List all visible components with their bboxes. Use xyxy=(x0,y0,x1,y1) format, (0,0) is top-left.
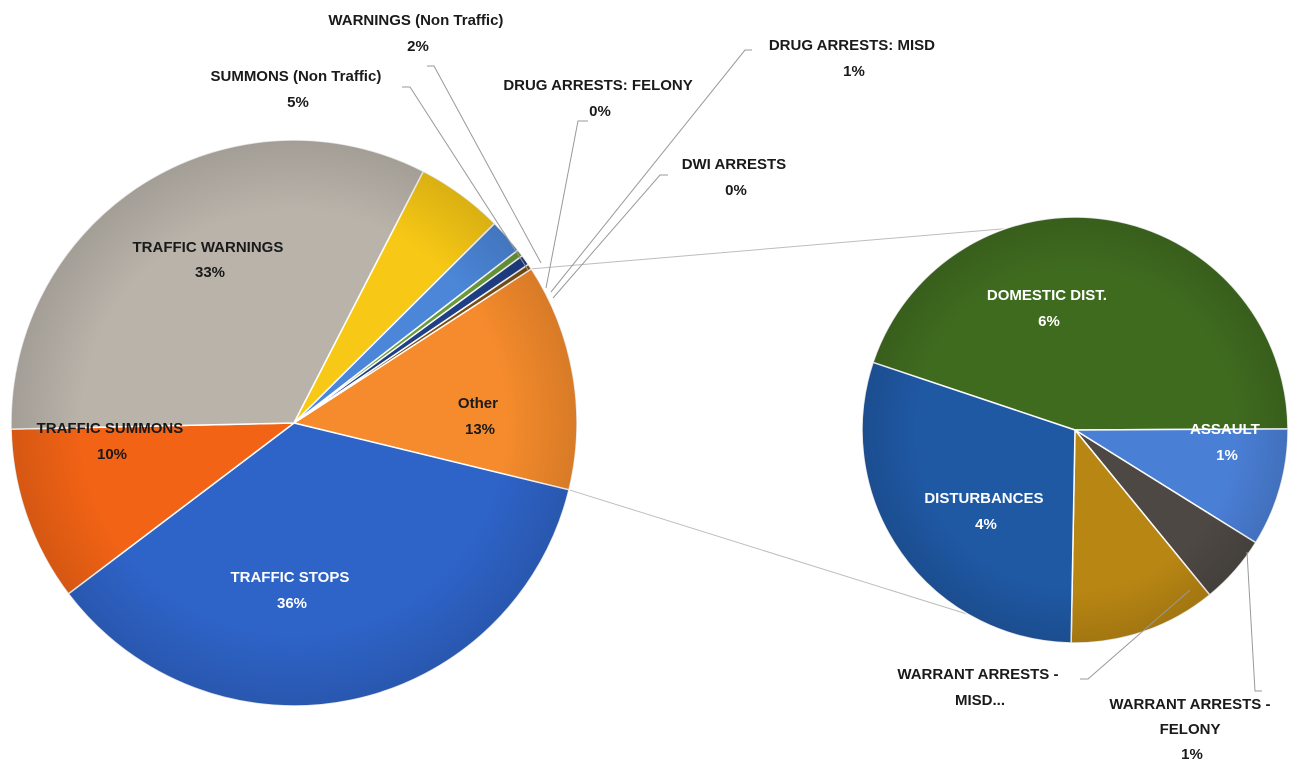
pie-connector-top xyxy=(531,228,1006,270)
label-summons-non-traffic: SUMMONS (Non Traffic) 5% xyxy=(210,68,385,111)
leader-dwi xyxy=(552,174,668,299)
label-other: Other 13% xyxy=(458,395,502,438)
leader-warrant-felony xyxy=(1246,551,1262,692)
label-disturbances: DISTURBANCES 4% xyxy=(924,490,1047,533)
label-traffic-summons: TRAFFIC SUMMONS 10% xyxy=(37,420,188,463)
label-drug-felony: DRUG ARRESTS: FELONY 0% xyxy=(503,77,696,120)
leader-summons-non-traffic xyxy=(402,86,529,271)
leader-drug-misd xyxy=(550,49,752,293)
label-warrant-felony: WARRANT ARRESTS - FELONY 1% xyxy=(1109,696,1274,763)
label-domestic-dist: DOMESTIC DIST. 6% xyxy=(987,287,1111,330)
leader-warnings-non-traffic xyxy=(427,65,542,264)
label-warrant-misd: WARRANT ARRESTS - MISD... xyxy=(897,666,1062,709)
label-warnings-non-traffic: WARNINGS (Non Traffic) 2% xyxy=(328,12,507,55)
label-traffic-warnings: TRAFFIC WARNINGS 33% xyxy=(133,239,288,281)
label-assault: ASSAULT 1% xyxy=(1190,421,1264,464)
label-dwi-arrests: DWI ARRESTS 0% xyxy=(682,156,791,199)
leader-drug-felony xyxy=(545,120,588,289)
label-drug-misd: DRUG ARRESTS: MISD 1% xyxy=(769,37,939,80)
leader-lines xyxy=(402,49,1262,692)
label-traffic-stops: TRAFFIC STOPS 36% xyxy=(230,569,353,612)
leader-warrant-misd xyxy=(1080,589,1191,680)
